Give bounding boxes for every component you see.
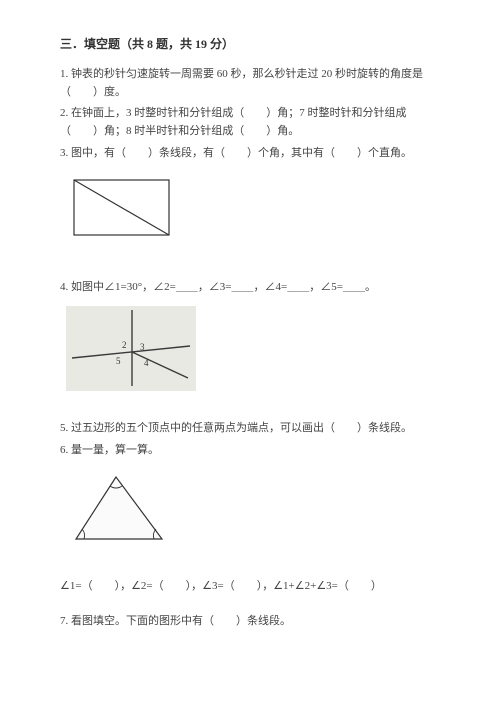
q6b-text: ∠1=（ ），∠2=（ ），∠3=（ ），∠1+∠2+∠3=（ ） (60, 580, 382, 592)
q4-m1: ，∠3= (198, 281, 232, 293)
q6-text: 6. 量一量，算一算。 (60, 444, 159, 456)
q4-suffix: 。 (365, 281, 376, 293)
triangle-svg (66, 469, 176, 549)
q4-u2: ＿＿ (232, 281, 254, 293)
q7-text: 7. 看图填空。下面的图形中有（ ）条线段。 (60, 615, 291, 627)
q3-text: 3. 图中，有（ ）条线段，有（ ）个角，其中有（ ）个直角。 (60, 147, 412, 159)
section-title: 三．填空题（共 8 题，共 19 分） (60, 35, 450, 54)
figure-triangle (66, 469, 450, 556)
fig2-label-3: 3 (140, 342, 145, 352)
rect-diagonal-svg (66, 172, 186, 244)
q5-text: 5. 过五边形的五个顶点中的任意两点为端点，可以画出（ ）条线段。 (60, 422, 412, 434)
fig2-label-5: 5 (116, 356, 121, 366)
page: 三．填空题（共 8 题，共 19 分） 1. 钟表的秒针匀速旋转一周需要 60 … (0, 0, 500, 655)
question-1: 1. 钟表的秒针匀速旋转一周需要 60 秒，那么秒针走过 20 秒时旋转的角度是… (60, 66, 450, 101)
q4-u1: ＿＿ (176, 281, 198, 293)
figure-angles: 2 3 4 5 (66, 306, 450, 398)
fig2-label-2: 2 (122, 340, 127, 350)
fig2-bg (66, 306, 196, 391)
fig2-label-4: 4 (144, 358, 149, 368)
question-4: 4. 如图中∠1=30°，∠2=＿＿，∠3=＿＿，∠4=＿＿，∠5=＿＿。 (60, 279, 450, 297)
q2-line1: 2. 在钟面上，3 时整时针和分针组成（ ）角；7 时整时针和分针组成 (60, 107, 407, 119)
fig3-triangle (76, 477, 162, 539)
q4-u3: ＿＿ (287, 281, 309, 293)
question-6b: ∠1=（ ），∠2=（ ），∠3=（ ），∠1+∠2+∠3=（ ） (60, 578, 450, 596)
question-5: 5. 过五边形的五个顶点中的任意两点为端点，可以画出（ ）条线段。 (60, 420, 450, 438)
question-7: 7. 看图填空。下面的图形中有（ ）条线段。 (60, 613, 450, 631)
q4-u4: ＿＿ (343, 281, 365, 293)
question-2: 2. 在钟面上，3 时整时针和分针组成（ ）角；7 时整时针和分针组成 （ ）角… (60, 105, 450, 140)
q1-line1: 1. 钟表的秒针匀速旋转一周需要 60 秒，那么秒针走过 20 秒时旋转的角度是 (60, 68, 423, 80)
question-3: 3. 图中，有（ ）条线段，有（ ）个角，其中有（ ）个直角。 (60, 145, 450, 163)
question-6: 6. 量一量，算一算。 (60, 442, 450, 460)
fig1-diagonal (74, 180, 169, 235)
angles-svg: 2 3 4 5 (66, 306, 196, 391)
q2-line2: （ ）角；8 时半时针和分针组成（ ）角。 (60, 125, 299, 137)
q4-prefix: 4. 如图中∠1=30°，∠2= (60, 281, 176, 293)
q1-line2: （ ）度。 (60, 86, 126, 98)
q4-m3: ，∠5= (309, 281, 343, 293)
q4-m2: ，∠4= (254, 281, 288, 293)
figure-rectangle-diagonal (66, 172, 450, 251)
